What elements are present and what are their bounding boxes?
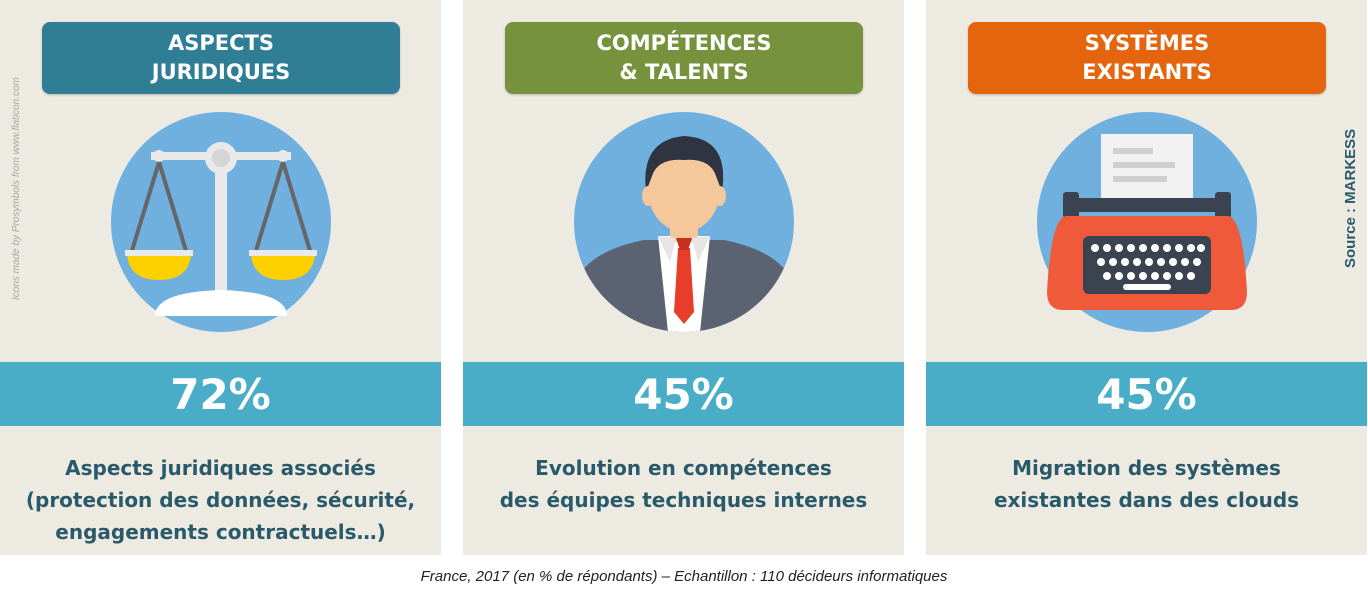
panel-aspects-juridiques: ASPECTS JURIDIQUES 72% Aspects juridique… (0, 0, 441, 555)
icon-container (926, 112, 1367, 352)
badge-title-line1: ASPECTS (168, 31, 274, 55)
panel-description: Aspects juridiques associés (protection … (10, 452, 431, 548)
panel-description: Migration des systèmes existantes dans d… (936, 452, 1357, 516)
desc-line: des équipes techniques internes (499, 488, 868, 512)
scales-of-justice-icon (110, 112, 331, 332)
icon-container (0, 112, 441, 352)
icon-container (463, 112, 904, 352)
percent-band: 72% (0, 362, 441, 426)
desc-line: Migration des systèmes (1012, 456, 1281, 480)
badge-title-line1: COMPÉTENCES (596, 31, 772, 55)
typewriter-icon (1036, 112, 1257, 332)
desc-line: engagements contractuels…) (55, 520, 386, 544)
desc-line: Aspects juridiques associés (65, 456, 376, 480)
percent-value: 45% (1096, 369, 1197, 419)
percent-value: 72% (170, 369, 271, 419)
footer-note: France, 2017 (en % de répondants) – Echa… (420, 568, 948, 585)
badge-title-line2: & TALENTS (619, 60, 749, 84)
badge-title-line2: JURIDIQUES (151, 60, 291, 84)
percent-band: 45% (463, 362, 904, 426)
desc-line: Evolution en compétences (535, 456, 832, 480)
badge-title-line1: SYSTÈMES (1084, 31, 1210, 55)
percent-value: 45% (633, 369, 734, 419)
source-label: Source : MARKESS (1342, 128, 1359, 268)
category-badge: SYSTÈMES EXISTANTS (968, 22, 1326, 94)
percent-band: 45% (926, 362, 1367, 426)
badge-title-line2: EXISTANTS (1082, 60, 1212, 84)
category-badge: COMPÉTENCES & TALENTS (505, 22, 863, 94)
category-badge: ASPECTS JURIDIQUES (42, 22, 400, 94)
desc-line: existantes dans des clouds (993, 488, 1300, 512)
icon-credit: Icons made by Prosymbols from www.flatic… (11, 77, 22, 300)
businessman-icon (573, 112, 794, 332)
desc-line: (protection des données, sécurité, (25, 488, 416, 512)
panel-description: Evolution en compétences des équipes tec… (473, 452, 894, 516)
panel-systemes-existants: SYSTÈMES EXISTANTS (926, 0, 1367, 555)
panel-competences-talents: COMPÉTENCES & TALENTS 45% Evolution en c… (463, 0, 904, 555)
